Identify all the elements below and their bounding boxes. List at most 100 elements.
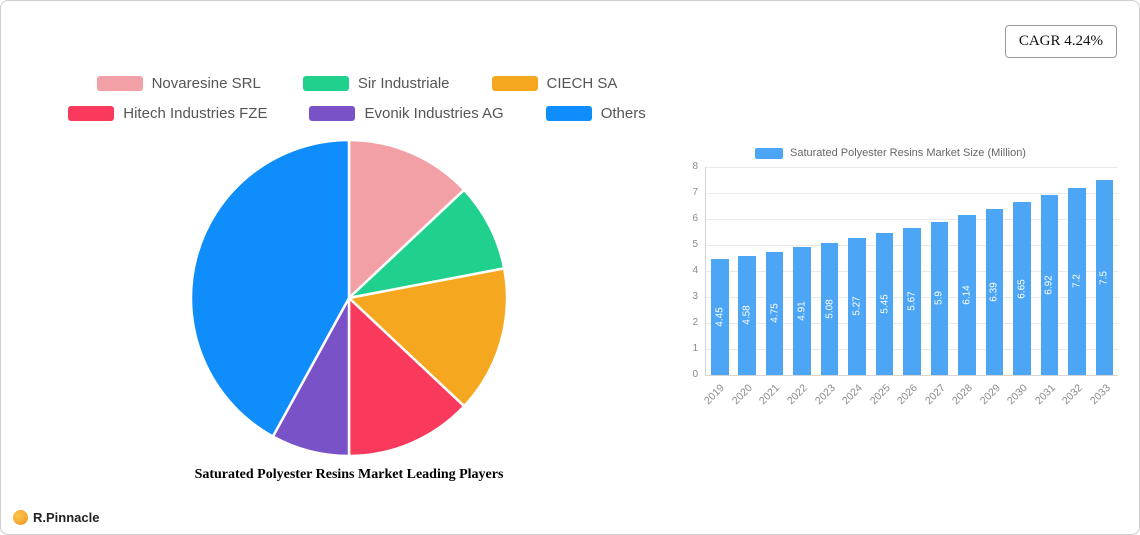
bar-slot: 7.5 [1091,167,1118,375]
logo-text: R.Pinnacle [33,510,100,525]
cagr-badge: CAGR 4.24% [1004,25,1117,58]
legend-label: Hitech Industries FZE [123,105,268,122]
bar-slot: 5.08 [816,167,843,375]
pie-slice-2[interactable] [347,267,509,408]
bar-slot: 5.45 [871,167,898,375]
legend-label: CIECH SA [546,75,618,92]
pie-legend-item[interactable]: Sir Industriale [302,75,450,92]
bar-slot: 5.9 [926,167,953,375]
x-slot: 2030 [1005,376,1036,410]
pie-legend: Novaresine SRL Sir Industriale CIECH SA Hit… [51,75,663,122]
legend-swatch [302,76,349,91]
x-slot: 2031 [1032,376,1063,410]
legend-swatch [491,76,538,91]
bar-2030[interactable]: 6.65 [1013,202,1031,375]
grid-line [706,167,1118,168]
legend-label: Evonik Industries AG [364,105,504,122]
bar-value-label: 4.91 [796,301,808,321]
x-axis-label: 2025 [867,382,893,408]
x-axis-label: 2021 [757,382,783,408]
pie-slice-3[interactable] [347,296,466,458]
bar-chart-panel: Saturated Polyester Resins Market Size (… [663,147,1118,410]
bar-slot: 4.75 [761,167,788,375]
grid-line [706,193,1118,194]
pie-legend-item[interactable]: CIECH SA [491,75,618,92]
bar-value-label: 5.67 [906,291,918,312]
pie-legend-item[interactable]: Novaresine SRL [96,75,261,92]
y-axis-label: 5 [692,239,698,250]
x-slot: 2028 [950,376,981,410]
x-axis-label: 2020 [729,382,755,408]
x-axis-label: 2030 [1005,382,1031,408]
bar-value-label: 6.39 [988,282,1000,302]
x-axis-label: 2026 [894,382,920,408]
bar-value-label: 6.92 [1043,275,1055,295]
bar-legend-swatch [755,147,783,159]
x-slot: 2021 [757,376,788,410]
x-slot: 2023 [812,376,843,410]
bar-slot: 5.27 [843,167,870,375]
bar-2032[interactable]: 7.2 [1068,187,1086,375]
legend-label: Others [600,105,646,122]
legend-swatch [68,106,115,121]
bar-plot: 0 1 2 3 4 5 6 7 8 4.45 4.58 4.75 4.91 5.08 5.27 5.45 5.6… [692,161,1118,380]
x-slot: 2022 [784,376,816,410]
pie-legend-item[interactable]: Others [545,105,646,122]
y-axis-label: 1 [692,343,698,354]
x-axis-label: 2033 [1087,382,1113,408]
bars: 4.45 4.58 4.75 4.91 5.08 5.27 5.45 5.67 5.9 6.14 6… [706,167,1118,375]
y-axis-label: 0 [692,369,698,380]
legend-swatch [96,76,143,91]
x-axis-label: 2023 [812,382,838,408]
pie-legend-item[interactable]: Evonik Industries AG [309,105,504,122]
bar-2023[interactable]: 5.08 [820,242,839,375]
bar-slot: 6.92 [1036,167,1063,375]
bar-slot: 4.91 [788,167,815,375]
bar-slot: 6.39 [981,167,1008,375]
bar-value-label: 6.65 [1016,278,1028,299]
bar-legend-label: Saturated Polyester Resins Market Size (… [790,147,1026,159]
legend-row: Novaresine SRL Sir Industriale CIECH SA [51,75,663,92]
x-axis-label: 2032 [1060,382,1086,408]
pie-slice-1[interactable] [347,188,506,300]
y-axis-label: 4 [692,265,698,276]
x-axis-label: 2022 [784,382,810,408]
legend-swatch [309,106,356,121]
y-axis-label: 7 [692,187,698,198]
pie-legend-item[interactable]: Hitech Industries FZE [68,105,267,122]
legend-row: Hitech Industries FZE Evonik Industries A… [51,105,663,122]
x-axis-label: 2031 [1032,382,1058,408]
bar-2019[interactable]: 4.45 [710,259,729,375]
y-axis-label: 8 [692,161,698,172]
bar-2022[interactable]: 4.91 [793,247,811,375]
x-slot: 2024 [840,376,871,410]
bar-value-label: 4.45 [714,307,726,327]
bar-2021[interactable]: 4.75 [765,251,784,375]
y-axis-label: 6 [692,213,698,224]
bar-slot: 6.65 [1008,167,1035,375]
x-slot: 2029 [977,376,1008,410]
grid-line [706,219,1118,220]
bar-2020[interactable]: 4.58 [738,255,756,375]
bar-value-label: 5.27 [851,296,863,317]
bar-2029[interactable]: 6.39 [985,208,1004,375]
x-axis-label: 2029 [977,382,1003,408]
bar-2031[interactable]: 6.92 [1040,195,1059,375]
bar-2025[interactable]: 5.45 [875,233,894,375]
bar-2024[interactable]: 5.27 [848,237,866,375]
bar-legend[interactable]: Saturated Polyester Resins Market Size (… [663,147,1118,159]
bar-2033[interactable]: 7.5 [1095,180,1114,375]
bar-2027[interactable]: 5.9 [930,221,949,375]
legend-label: Novaresine SRL [151,75,261,92]
pie-title: Saturated Polyester Resins Market Leadin… [194,467,504,482]
bar-value-label: 4.58 [741,305,753,326]
logo: R.Pinnacle [13,510,99,525]
x-slot: 2032 [1060,376,1091,410]
bar-2028[interactable]: 6.14 [958,215,976,375]
y-axis-label: 2 [692,317,698,328]
bar-value-label: 5.9 [933,291,945,306]
pie-slice-0[interactable] [347,138,466,300]
bar-value-label: 5.08 [824,299,836,319]
pie-slice-5[interactable] [189,138,351,438]
bar-2026[interactable]: 5.67 [903,227,921,375]
